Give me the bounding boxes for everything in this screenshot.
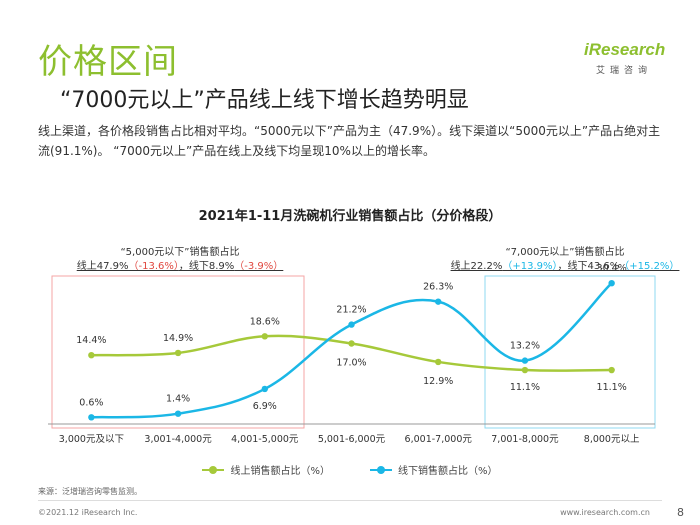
page-title: 价格区间 (38, 42, 178, 82)
data-label-offline: 26.3% (423, 282, 453, 293)
legend-item-online: 线上销售额占比（%） (202, 462, 330, 477)
data-label-online: 11.1% (510, 382, 540, 393)
data-point-offline (88, 414, 95, 421)
legend-label-online: 线上销售额占比（%） (230, 466, 330, 477)
iresearch-logo: iResearch 艾瑞咨询 (584, 40, 666, 76)
data-label-offline: 0.6% (79, 397, 103, 408)
x-tick-label: 5,001-6,000元 (318, 434, 386, 445)
legend-label-offline: 线下销售额占比（%） (398, 466, 498, 477)
data-point-online (88, 352, 95, 359)
annotation-left-detail: 线上47.9%（-13.6%），线下8.9%（-3.9%） (60, 260, 300, 274)
footer-copyright: ©2021.12 iResearch Inc. (38, 508, 138, 517)
data-label-online: 11.1% (597, 382, 627, 393)
ann-right-online: 线上22.2% (450, 261, 503, 272)
data-label-online: 17.0% (336, 358, 366, 369)
data-label-offline: 13.2% (510, 341, 540, 352)
data-point-online (261, 333, 268, 340)
legend-swatch-online (202, 465, 225, 475)
annotation-right: “7,000元以上”销售额占比 线上22.2%（+13.9%），线下43.6%（… (440, 246, 690, 274)
ann-left-offline-change: （-3.9%） (234, 261, 284, 272)
highlight-box-left (51, 275, 305, 429)
data-point-offline (435, 298, 442, 305)
description-text: 线上渠道，各价格段销售占比相对平均。“5000元以下”产品为主（47.9%）。线… (38, 124, 661, 158)
data-label-online: 14.9% (163, 333, 193, 344)
data-label-offline: 21.2% (336, 305, 366, 316)
data-point-online (348, 340, 355, 347)
data-point-online (521, 366, 529, 374)
x-tick-label: 7,001-8,000元 (491, 434, 559, 445)
annotation-right-detail: 线上22.2%（+13.9%），线下43.6%（+15.2%） (440, 260, 690, 274)
data-label-offline: 1.4% (166, 394, 190, 405)
annotation-left-title: “5,000元以下”销售额占比 (120, 247, 240, 258)
x-tick-label: 3,001-4,000元 (144, 434, 212, 445)
footer-divider (38, 500, 662, 501)
annotation-left: “5,000元以下”销售额占比 线上47.9%（-13.6%），线下8.9%（-… (60, 246, 300, 274)
data-point-offline (521, 357, 529, 364)
data-label-offline: 6.9% (253, 401, 277, 412)
x-tick-label: 3,000元及以下 (59, 434, 124, 445)
data-point-online (608, 366, 615, 374)
logo-sub-text: 艾瑞咨询 (595, 66, 652, 76)
ann-left-offline: ，线下8.9% (178, 261, 235, 272)
chart-legend: 线上销售额占比（%） 线下销售额占比（%） (0, 462, 700, 477)
data-point-online (174, 349, 182, 357)
legend-swatch-offline (370, 465, 392, 475)
highlight-box-right (484, 275, 656, 429)
page-number: 8 (677, 506, 684, 519)
data-label-offline: 30.4% (597, 263, 627, 274)
data-label-online: 14.4% (76, 335, 106, 346)
x-tick-label: 4,001-5,000元 (231, 434, 299, 445)
data-point-online (435, 358, 442, 366)
logo-main-text: iResearch (584, 40, 666, 59)
page-subtitle: “7000元以上”产品线上线下增长趋势明显 (60, 88, 469, 113)
data-label-online: 12.9% (423, 376, 453, 387)
data-point-offline (174, 410, 182, 417)
footer-website[interactable]: www.iresearch.com.cn (560, 508, 650, 517)
ann-right-online-change: （+13.9%） (502, 261, 558, 272)
data-point-offline (261, 385, 268, 393)
x-tick-label: 8,000元以上 (584, 434, 640, 445)
ann-left-online: 线上47.9% (76, 261, 129, 272)
ann-right-offline-change: （+15.2%） (619, 261, 680, 272)
data-label-online: 18.6% (250, 316, 280, 327)
data-point-offline (608, 280, 615, 287)
annotation-right-title: “7,000元以上”销售额占比 (505, 247, 625, 258)
x-tick-label: 6,001-7,000元 (405, 434, 473, 445)
ann-right-offline: ，线下43.6% (557, 261, 620, 272)
legend-item-offline: 线下销售额占比（%） (370, 462, 498, 477)
source-note: 来源：泛增瑞咨询零售监测。 (38, 487, 142, 496)
data-point-offline (348, 321, 355, 328)
ann-left-online-change: （-13.6%） (128, 261, 179, 272)
chart-title: 2021年1-11月洗碗机行业销售额占比（分价格段） (198, 209, 502, 224)
